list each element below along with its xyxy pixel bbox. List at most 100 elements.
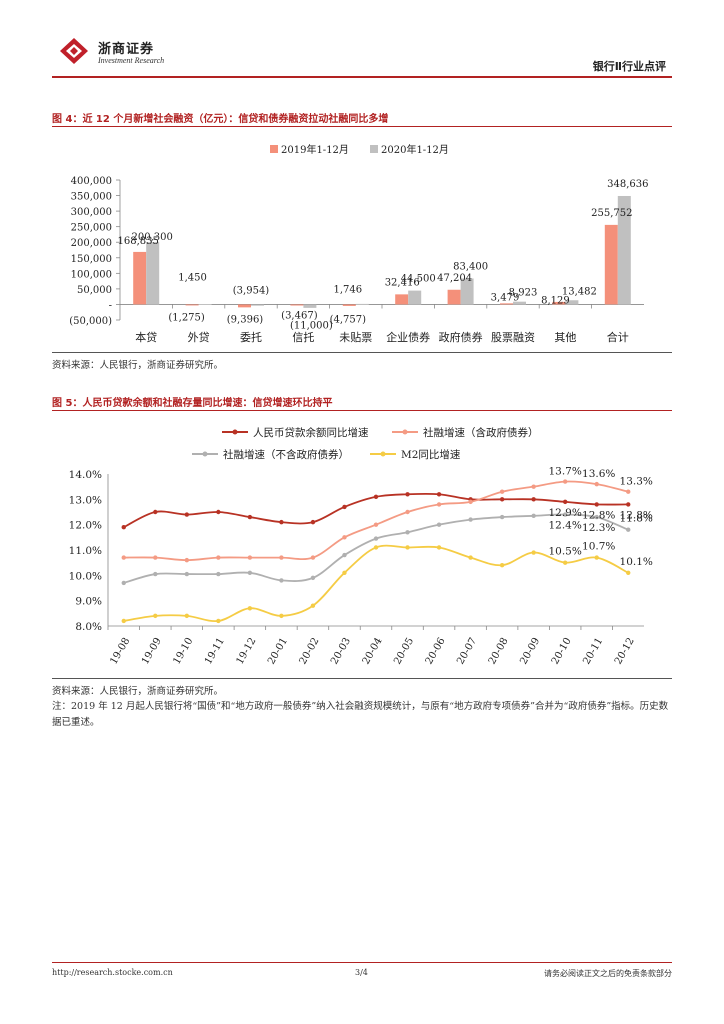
y-tick-label: 13.0% [69, 494, 102, 506]
data-point [121, 580, 126, 586]
data-point [562, 560, 568, 565]
x-tick-label: 20-08 [487, 636, 511, 666]
data-point [153, 509, 158, 515]
data-point [184, 613, 190, 619]
page-header: 浙商证券 Investment Research 银行Ⅱ行业点评 [0, 0, 724, 80]
data-point [562, 512, 568, 517]
data-point [405, 509, 410, 515]
footer-disclaimer: 请务必阅读正文之后的免责条款部分 [544, 969, 672, 978]
bar [303, 304, 317, 308]
data-point [499, 497, 505, 502]
data-point [405, 545, 410, 550]
data-label: 255,752 [591, 208, 632, 219]
data-point [531, 484, 536, 489]
y-tick-label: 200,000 [71, 238, 112, 249]
bar [604, 224, 618, 305]
data-point [121, 618, 126, 624]
data-point [216, 555, 221, 560]
data-label: 3,479 [491, 292, 520, 303]
data-label: 10.1% [620, 556, 653, 568]
data-point [310, 575, 316, 581]
legend-swatch-2 [370, 145, 378, 153]
data-label: 168,835 [118, 236, 159, 247]
data-point [279, 613, 284, 619]
data-point [184, 557, 190, 563]
data-point [499, 489, 505, 494]
data-point [594, 481, 599, 487]
footer-url[interactable]: http://research.stocke.com.cn [52, 968, 173, 977]
data-point [405, 492, 410, 497]
data-point [247, 555, 253, 560]
data-point [342, 535, 347, 540]
data-point [310, 519, 316, 525]
logo-icon [60, 38, 88, 64]
legend-label-3: 社融增速（不含政府债券） [223, 448, 349, 461]
bar [565, 300, 579, 305]
data-label: 32,416 [385, 277, 420, 288]
y-tick-label: 10.0% [69, 570, 102, 582]
bar [460, 278, 474, 305]
data-point [310, 555, 316, 560]
data-point [121, 555, 126, 560]
bar [355, 303, 369, 305]
figure4-bar-chart: 2019年1-12月 2020年1-12月 (50,000) - 50,000 100,0… [69, 143, 648, 344]
footer-divider [52, 962, 672, 963]
data-label: 47,204 [437, 273, 472, 284]
data-point [626, 489, 631, 494]
data-point [342, 570, 347, 575]
bar [447, 289, 461, 305]
data-label: 12.4% [548, 520, 581, 532]
data-point [594, 502, 599, 507]
data-point [373, 536, 379, 541]
data-point [216, 618, 221, 624]
data-label: 12.3% [582, 522, 615, 534]
data-point [279, 519, 284, 525]
legend-label-1: 人民币贷款余额同比增速 [253, 426, 369, 439]
data-point [373, 494, 379, 499]
data-point [562, 479, 568, 484]
data-point [342, 504, 347, 510]
data-label: (4,757) [330, 314, 367, 325]
y-tick-label: 9.0% [75, 596, 102, 608]
figure4-title: 图 4：近 12 个月新增社会融资（亿元）：信贷和债券融资拉动社融同比多增 [52, 114, 389, 125]
legend-swatch-1 [270, 145, 278, 153]
bar [408, 290, 422, 305]
data-point [626, 570, 631, 575]
bar [251, 304, 264, 306]
y-tick-label: 100,000 [71, 269, 112, 280]
x-tick-label: 20-06 [424, 636, 448, 666]
data-label: 12.8% [620, 509, 653, 521]
data-point [594, 555, 599, 560]
data-label: 8,923 [509, 288, 538, 299]
x-tick-label: 委托 [240, 330, 262, 344]
section-title: 银行Ⅱ行业点评 [592, 60, 666, 73]
header-divider [52, 76, 672, 78]
data-label: 1,746 [333, 284, 362, 295]
legend-label-2: 2020年1-12月 [381, 143, 449, 156]
bar [513, 301, 526, 305]
data-label: 1,450 [178, 272, 207, 283]
x-tick-label: 信托 [292, 330, 314, 344]
data-label: (3,467) [281, 310, 318, 321]
x-tick-label: 19-12 [235, 636, 259, 666]
logo-subtitle: Investment Research [98, 56, 165, 65]
data-point [216, 509, 221, 515]
data-point [626, 502, 631, 507]
data-label: (3,954) [233, 285, 270, 296]
figure4-source-divider [52, 352, 672, 353]
x-tick-label: 未贴票 [339, 330, 372, 344]
figure5-line-chart: 人民币贷款余额同比增速 社融增速（含政府债券） 社融增速（不含政府债券） M2同比增速… [69, 426, 653, 666]
x-tick-label: 20-02 [298, 636, 322, 666]
x-tick-label: 20-10 [550, 636, 574, 666]
data-point [405, 530, 410, 535]
x-tick-label: 19-11 [203, 636, 227, 666]
y-tick-label: 50,000 [77, 285, 112, 296]
bar [198, 303, 212, 305]
data-label: (11,000) [290, 320, 333, 331]
x-tick-label: 20-04 [361, 636, 385, 666]
y-tick-label: 300,000 [71, 207, 112, 218]
data-point [247, 606, 253, 611]
data-label: 83,400 [453, 261, 488, 272]
data-label: 8,129 [541, 295, 570, 306]
y-tick-label: 8.0% [75, 621, 102, 633]
